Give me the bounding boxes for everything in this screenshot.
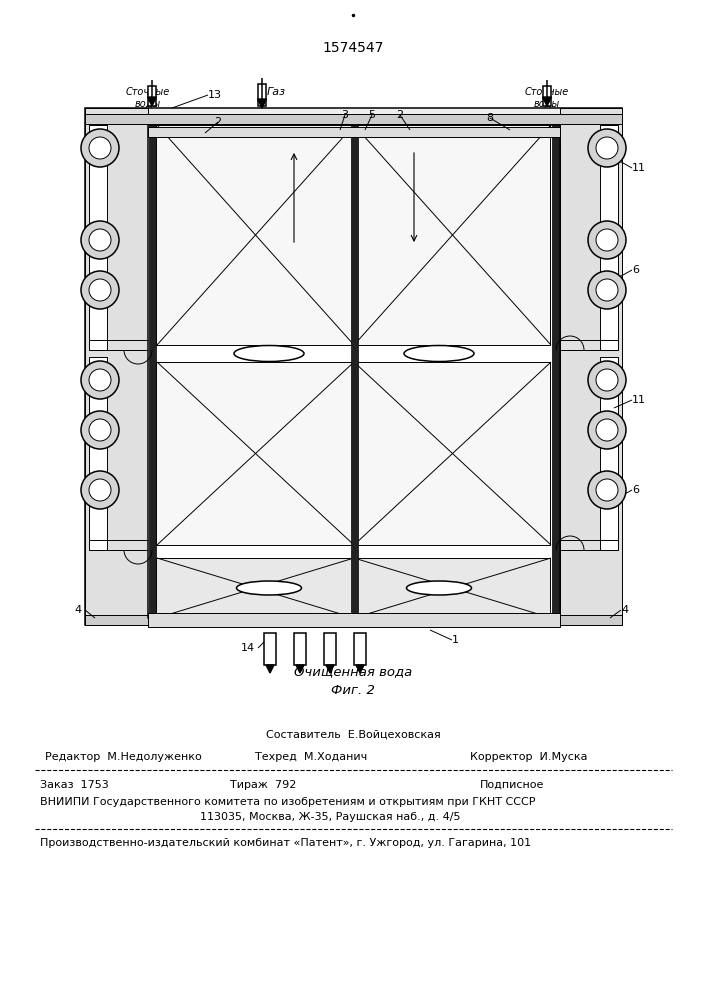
Circle shape: [81, 129, 119, 167]
Text: Тираж  792: Тираж 792: [230, 780, 296, 790]
Text: 4: 4: [621, 605, 629, 615]
Text: 6: 6: [632, 265, 639, 275]
Text: 13: 13: [208, 90, 222, 100]
Text: Корректор  И.Муска: Корректор И.Муска: [470, 752, 588, 762]
Bar: [85, 114, 622, 124]
Circle shape: [81, 221, 119, 259]
Bar: [85, 108, 148, 625]
Text: 2: 2: [397, 110, 404, 120]
Bar: [156, 125, 550, 345]
Polygon shape: [296, 665, 304, 673]
Bar: [560, 108, 622, 625]
Bar: [89, 125, 107, 350]
Circle shape: [588, 271, 626, 309]
Bar: [85, 108, 622, 625]
Circle shape: [596, 419, 618, 441]
Bar: [156, 362, 550, 545]
Text: Сточные
воды: Сточные воды: [126, 87, 170, 109]
Circle shape: [89, 419, 111, 441]
Bar: [89, 357, 107, 550]
Polygon shape: [356, 665, 364, 673]
Ellipse shape: [234, 346, 304, 361]
Circle shape: [81, 471, 119, 509]
Ellipse shape: [237, 581, 301, 595]
Text: Сточные
воды: Сточные воды: [525, 87, 569, 109]
Polygon shape: [266, 665, 274, 673]
Circle shape: [596, 369, 618, 391]
Circle shape: [588, 221, 626, 259]
Text: 11: 11: [632, 395, 646, 405]
Text: 5: 5: [368, 110, 375, 120]
Bar: [600, 357, 618, 550]
Circle shape: [596, 137, 618, 159]
Bar: [264, 633, 276, 665]
Bar: [600, 125, 618, 350]
Text: Подписное: Подписное: [480, 780, 544, 790]
Circle shape: [89, 479, 111, 501]
Circle shape: [89, 369, 111, 391]
Circle shape: [89, 279, 111, 301]
Polygon shape: [326, 665, 334, 673]
Bar: [324, 633, 336, 665]
Bar: [543, 86, 551, 106]
Circle shape: [596, 279, 618, 301]
Ellipse shape: [404, 346, 474, 361]
Text: 3: 3: [341, 110, 349, 120]
Bar: [354, 633, 366, 665]
Text: Фиг. 2: Фиг. 2: [331, 684, 375, 696]
Text: 113035, Москва, Ж-35, Раушская наб., д. 4/5: 113035, Москва, Ж-35, Раушская наб., д. …: [200, 812, 460, 822]
Text: 1574547: 1574547: [322, 41, 384, 55]
Bar: [258, 84, 266, 106]
Circle shape: [588, 361, 626, 399]
Text: 1: 1: [452, 635, 459, 645]
Text: Очищенная вода: Очищенная вода: [294, 666, 412, 678]
Polygon shape: [148, 97, 156, 106]
Circle shape: [81, 411, 119, 449]
Text: 8: 8: [161, 390, 168, 400]
Text: Производственно-издательский комбинат «Патент», г. Ужгород, ул. Гагарина, 101: Производственно-издательский комбинат «П…: [40, 838, 531, 848]
Text: 6: 6: [632, 485, 639, 495]
Text: Заказ  1753: Заказ 1753: [40, 780, 109, 790]
Circle shape: [596, 479, 618, 501]
Circle shape: [89, 137, 111, 159]
Bar: [148, 127, 560, 137]
Bar: [148, 125, 560, 618]
Bar: [85, 615, 622, 625]
Text: 14: 14: [241, 643, 255, 653]
Bar: [552, 125, 559, 618]
Polygon shape: [257, 99, 267, 108]
Bar: [148, 86, 156, 106]
Bar: [149, 125, 156, 618]
Circle shape: [81, 361, 119, 399]
Circle shape: [89, 229, 111, 251]
Text: 8: 8: [161, 257, 168, 267]
Bar: [351, 125, 358, 618]
Bar: [294, 633, 306, 665]
Circle shape: [596, 229, 618, 251]
Circle shape: [81, 271, 119, 309]
Text: ВНИИПИ Государственного комитета по изобретениям и открытиям при ГКНТ СССР: ВНИИПИ Государственного комитета по изоб…: [40, 797, 535, 807]
Ellipse shape: [407, 581, 472, 595]
Bar: [156, 558, 550, 618]
Text: 11: 11: [632, 163, 646, 173]
Text: Составитель  Е.Войцеховская: Составитель Е.Войцеховская: [266, 730, 440, 740]
Text: 4: 4: [74, 605, 81, 615]
Text: Газ: Газ: [267, 87, 286, 97]
Circle shape: [588, 471, 626, 509]
Text: Редактор  М.Недолуженко: Редактор М.Недолуженко: [45, 752, 201, 762]
Text: 2: 2: [214, 117, 221, 127]
Circle shape: [588, 129, 626, 167]
Text: Техред  М.Ходанич: Техред М.Ходанич: [255, 752, 367, 762]
Circle shape: [588, 411, 626, 449]
Text: 8: 8: [486, 113, 493, 123]
Text: 8: 8: [542, 295, 549, 305]
Bar: [148, 613, 560, 627]
Polygon shape: [542, 97, 551, 106]
